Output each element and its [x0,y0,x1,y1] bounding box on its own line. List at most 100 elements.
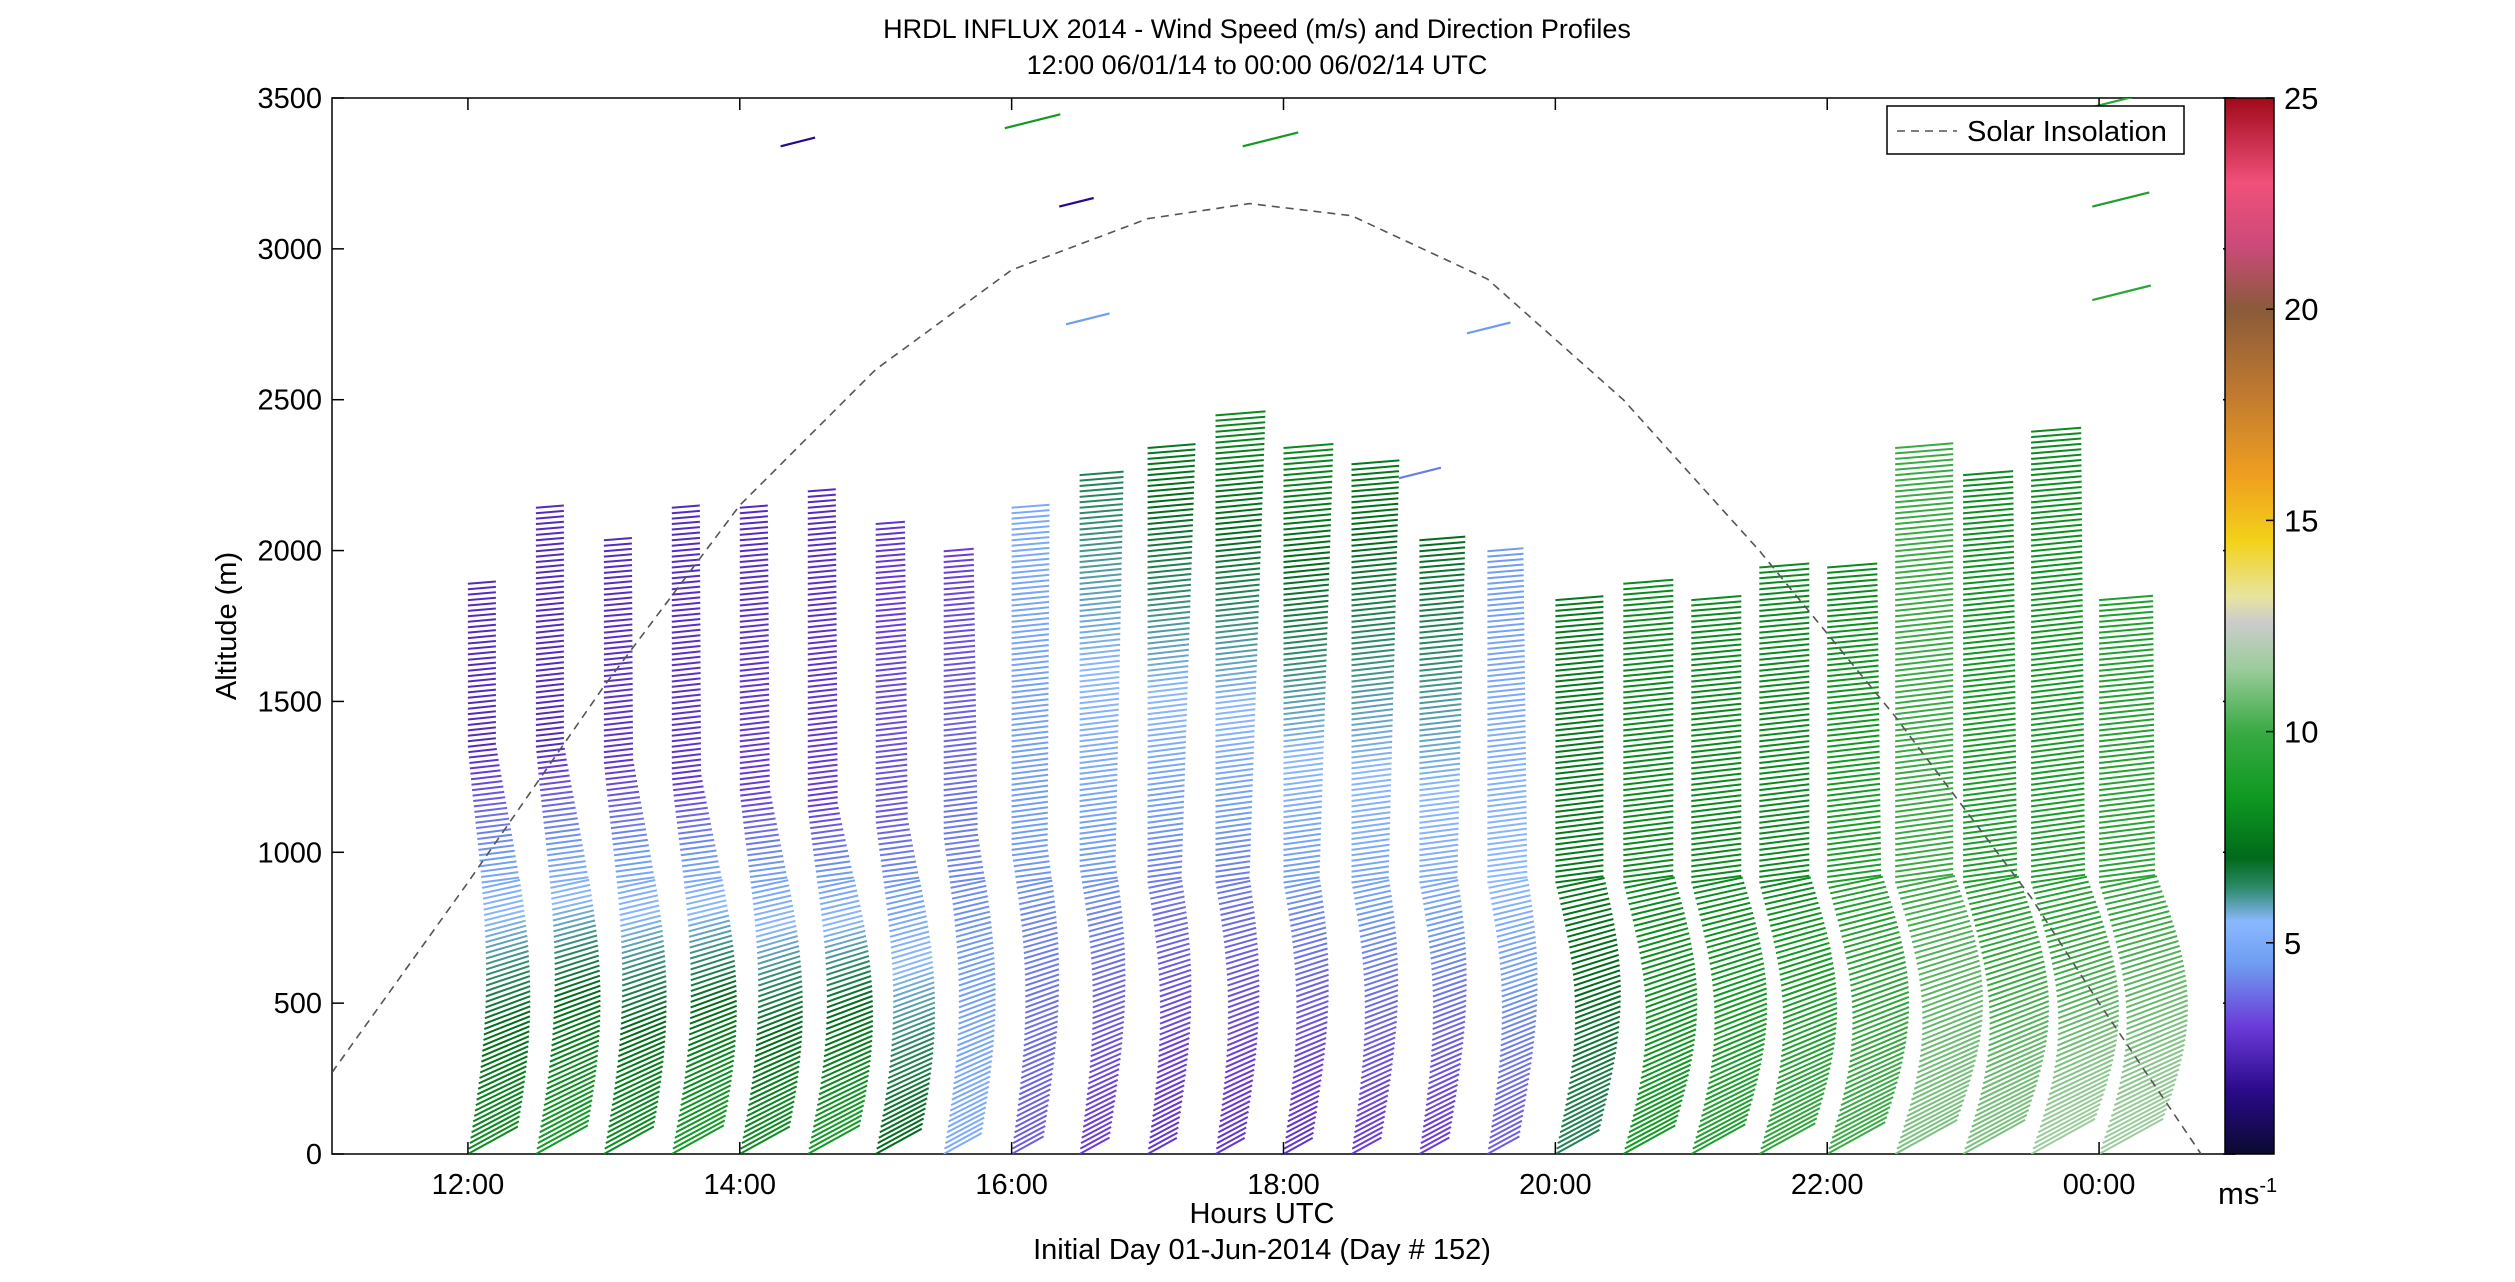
wind-barb [1011,806,1049,813]
wind-barb [1429,1057,1462,1074]
wind-barb [2118,1058,2182,1090]
wind-barb [1016,876,1052,884]
wind-barb [807,563,837,569]
wind-barb [1487,838,1528,846]
wind-barb [1701,911,1754,927]
wind-barb [1419,708,1462,716]
wind-barb [1016,1098,1050,1117]
wind-barb [1158,963,1192,976]
wind-barb [1296,989,1329,1003]
wind-barb [1628,891,1680,906]
wind-barb [678,833,714,840]
wind-barb [1555,616,1604,623]
wind-barb [689,934,733,949]
wind-barb [807,531,837,536]
wind-barb [1025,989,1060,1003]
wind-barb [1283,675,1327,683]
wind-barb [1487,865,1528,873]
wind-barb [1283,724,1325,732]
wind-barb [1283,448,1334,455]
wind-barb [1895,647,1954,656]
wind-barb [1555,665,1604,672]
wind-barb [671,591,701,596]
wind-barb [1487,612,1525,618]
wind-barb [1351,702,1394,710]
wind-barb [1691,729,1742,737]
wind-barb [1215,844,1251,851]
wind-barb [1283,507,1332,515]
wind-barb [1419,762,1461,770]
wind-barb [1921,979,1983,1003]
wind-barb [1487,854,1528,862]
wind-barb [1759,874,1810,884]
wind-barb [1895,528,1954,536]
wind-barb [1623,616,1674,623]
wind-barb [1779,1042,1836,1069]
wind-barb [1830,1111,1889,1144]
wind-barb [739,509,768,515]
wind-barb [535,731,565,737]
wind-barb [621,944,665,960]
wind-barb [2032,1112,2098,1150]
wind-barb [1910,919,1971,938]
wind-barb [603,634,633,640]
wind-barb [1419,854,1459,862]
wind-barb [1644,1023,1697,1047]
wind-barb [467,580,496,585]
wind-barb [1827,858,1882,868]
wind-barb [1011,579,1050,585]
wind-barb [1487,795,1527,802]
wind-barb [1079,827,1117,835]
wind-barb [604,769,636,775]
wind-barb [2098,798,2155,808]
wind-barb [611,1080,662,1106]
wind-barb [1987,1024,2049,1052]
wind-barb [807,650,837,656]
wind-barb [743,817,776,824]
wind-barb [2031,529,2083,536]
wind-barb [875,601,906,607]
wind-barb [1759,654,1810,661]
wind-barb [1782,997,1838,1020]
wind-barb [1827,756,1880,764]
wind-barb [1011,768,1049,775]
wind-barb [739,515,768,520]
wind-barb [1841,1071,1901,1101]
wind-barb [467,683,496,688]
wind-barb [1962,750,2017,759]
wind-barb [943,806,978,813]
wind-barb [1155,1073,1187,1090]
wind-barb [485,960,530,976]
wind-barb [1018,1077,1053,1096]
wind-barb [1085,895,1121,906]
x-tick-label: 12:00 [432,1169,505,1201]
wind-barb [1623,697,1674,705]
wind-barb [1501,988,1538,1003]
wind-barb [1555,875,1604,884]
wind-barb [2057,1019,2119,1047]
wind-barb [485,950,529,965]
wind-barb [475,1080,526,1106]
wind-barb [1159,1016,1192,1031]
wind-barb [1962,825,2017,835]
wind-barb [875,698,907,705]
wind-barb [1147,632,1190,640]
wind-barb [1351,860,1390,868]
wind-barb [1215,702,1256,710]
wind-barb [1351,637,1395,645]
wind-barb [891,950,932,965]
wind-barb [1020,1062,1055,1079]
wind-barb [1083,1105,1115,1123]
wind-barb [1288,905,1324,916]
wind-barb [739,726,770,732]
wind-barb [811,1104,865,1134]
wind-barb [1691,611,1742,618]
wind-barb [1215,459,1264,466]
wind-barb [545,833,581,840]
wind-barb [1695,1108,1751,1139]
wind-barb [1215,686,1257,694]
wind-barb [1091,1020,1125,1036]
wind-barb [943,817,978,824]
wind-barb [485,975,531,993]
wind-barb [1895,517,1954,525]
